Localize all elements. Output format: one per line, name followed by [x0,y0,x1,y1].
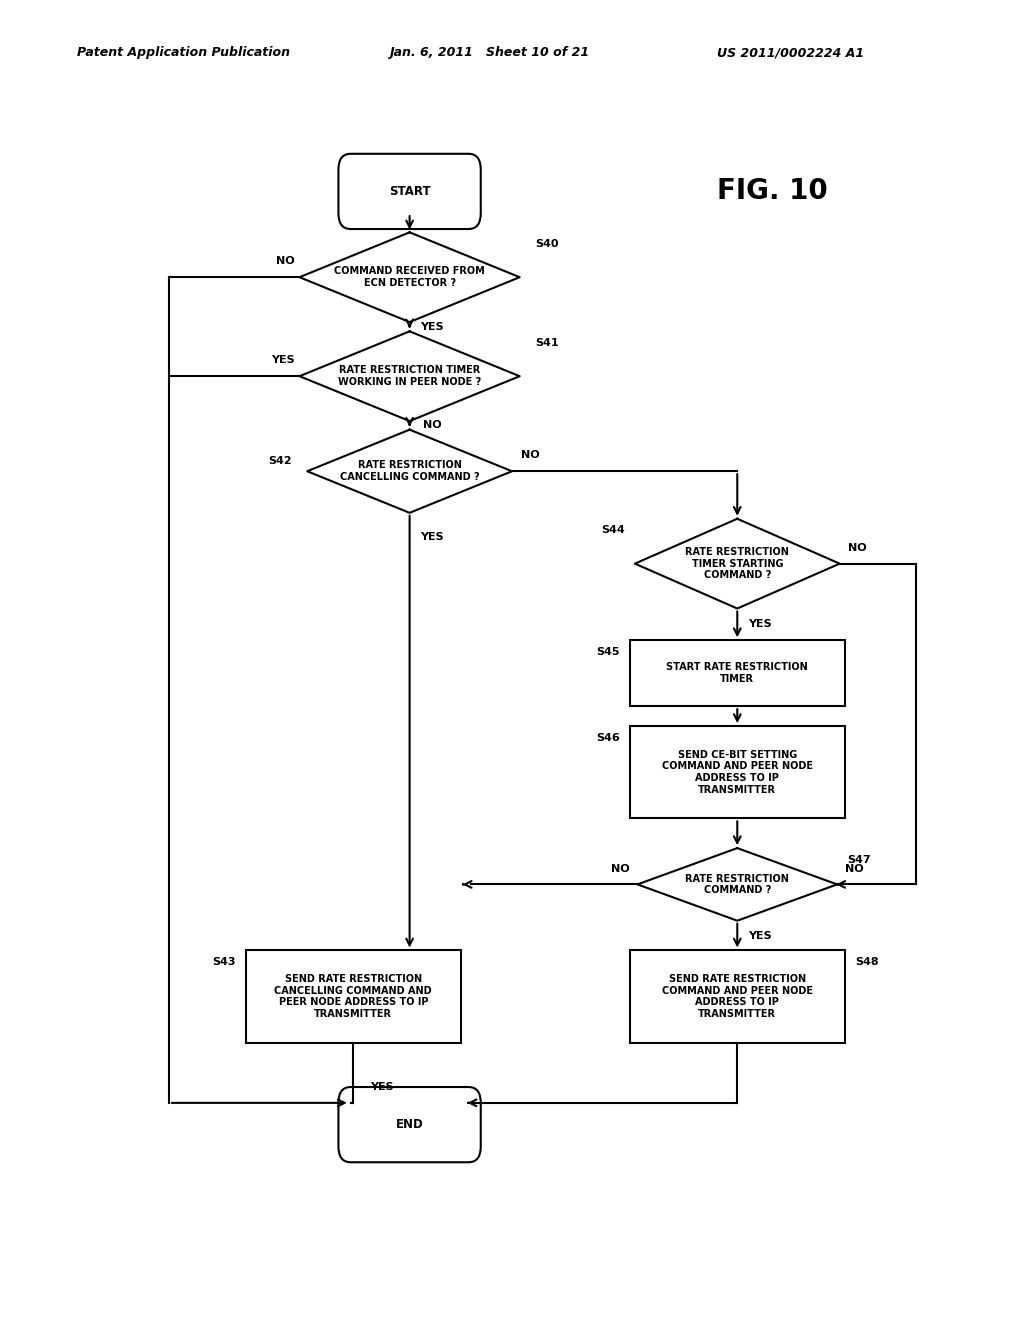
Text: RATE RESTRICTION
CANCELLING COMMAND ?: RATE RESTRICTION CANCELLING COMMAND ? [340,461,479,482]
Polygon shape [637,847,838,921]
Text: Jan. 6, 2011   Sheet 10 of 21: Jan. 6, 2011 Sheet 10 of 21 [389,46,589,59]
Text: S43: S43 [212,957,236,968]
Polygon shape [300,232,520,322]
Text: S48: S48 [855,957,879,968]
Text: END: END [395,1118,424,1131]
Text: YES: YES [748,931,772,941]
Text: RATE RESTRICTION TIMER
WORKING IN PEER NODE ?: RATE RESTRICTION TIMER WORKING IN PEER N… [338,366,481,387]
Text: RATE RESTRICTION
COMMAND ?: RATE RESTRICTION COMMAND ? [685,874,790,895]
Text: YES: YES [420,322,444,331]
Text: S41: S41 [536,338,559,348]
Text: YES: YES [420,532,444,541]
Text: S42: S42 [268,455,292,466]
Text: SEND CE-BIT SETTING
COMMAND AND PEER NODE
ADDRESS TO IP
TRANSMITTER: SEND CE-BIT SETTING COMMAND AND PEER NOD… [662,750,813,795]
FancyBboxPatch shape [338,153,481,230]
Polygon shape [300,331,520,421]
FancyBboxPatch shape [338,1088,481,1162]
Text: S40: S40 [536,239,558,249]
Text: YES: YES [370,1082,393,1092]
FancyBboxPatch shape [630,640,845,706]
Text: START: START [389,185,430,198]
FancyBboxPatch shape [630,950,845,1043]
Text: NO: NO [275,256,295,267]
Text: RATE RESTRICTION
TIMER STARTING
COMMAND ?: RATE RESTRICTION TIMER STARTING COMMAND … [685,546,790,581]
Polygon shape [307,430,512,512]
Text: NO: NO [423,420,441,430]
Text: COMMAND RECEIVED FROM
ECN DETECTOR ?: COMMAND RECEIVED FROM ECN DETECTOR ? [334,267,485,288]
FancyBboxPatch shape [246,950,461,1043]
Text: FIG. 10: FIG. 10 [717,177,827,206]
Text: YES: YES [270,355,295,366]
Polygon shape [635,519,840,609]
Text: YES: YES [748,619,772,630]
Text: NO: NO [846,863,864,874]
Text: S46: S46 [596,733,620,743]
Text: START RATE RESTRICTION
TIMER: START RATE RESTRICTION TIMER [667,663,808,684]
Text: SEND RATE RESTRICTION
COMMAND AND PEER NODE
ADDRESS TO IP
TRANSMITTER: SEND RATE RESTRICTION COMMAND AND PEER N… [662,974,813,1019]
Text: S45: S45 [596,647,620,657]
Text: S44: S44 [601,525,625,536]
Text: S47: S47 [848,855,871,865]
Text: NO: NO [610,863,629,874]
Text: NO: NO [521,450,540,461]
FancyBboxPatch shape [630,726,845,818]
Text: US 2011/0002224 A1: US 2011/0002224 A1 [717,46,864,59]
Text: NO: NO [848,543,866,553]
Text: Patent Application Publication: Patent Application Publication [77,46,290,59]
Text: SEND RATE RESTRICTION
CANCELLING COMMAND AND
PEER NODE ADDRESS TO IP
TRANSMITTER: SEND RATE RESTRICTION CANCELLING COMMAND… [274,974,432,1019]
